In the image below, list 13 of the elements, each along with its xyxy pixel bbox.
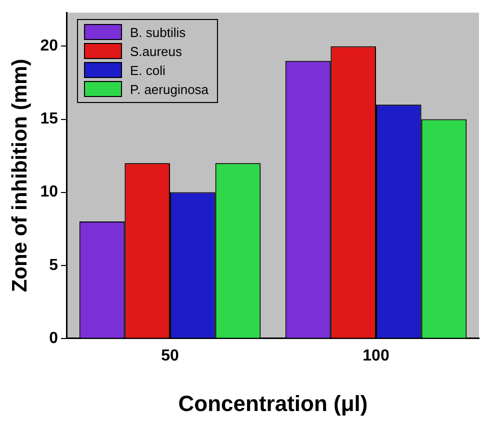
x-axis-title: Concentration (μl) xyxy=(178,390,368,416)
y-tick-label: 20 xyxy=(40,38,58,55)
x-tick-label: 100 xyxy=(362,347,390,364)
y-tick-label: 5 xyxy=(49,256,58,274)
legend-label: E. coli xyxy=(130,62,166,78)
x-tick-label: 50 xyxy=(161,347,179,364)
legend-label: P. aeruginosa xyxy=(130,82,209,97)
legend-label: B. subtilis xyxy=(130,24,186,40)
y-axis-title: Zone of inhibition (mm) xyxy=(8,58,32,292)
y-tick-label: 15 xyxy=(40,110,58,128)
y-tick-label: 0 xyxy=(49,330,58,347)
y-tick-label: 10 xyxy=(40,184,58,201)
legend-label: S.aureus xyxy=(130,44,182,59)
